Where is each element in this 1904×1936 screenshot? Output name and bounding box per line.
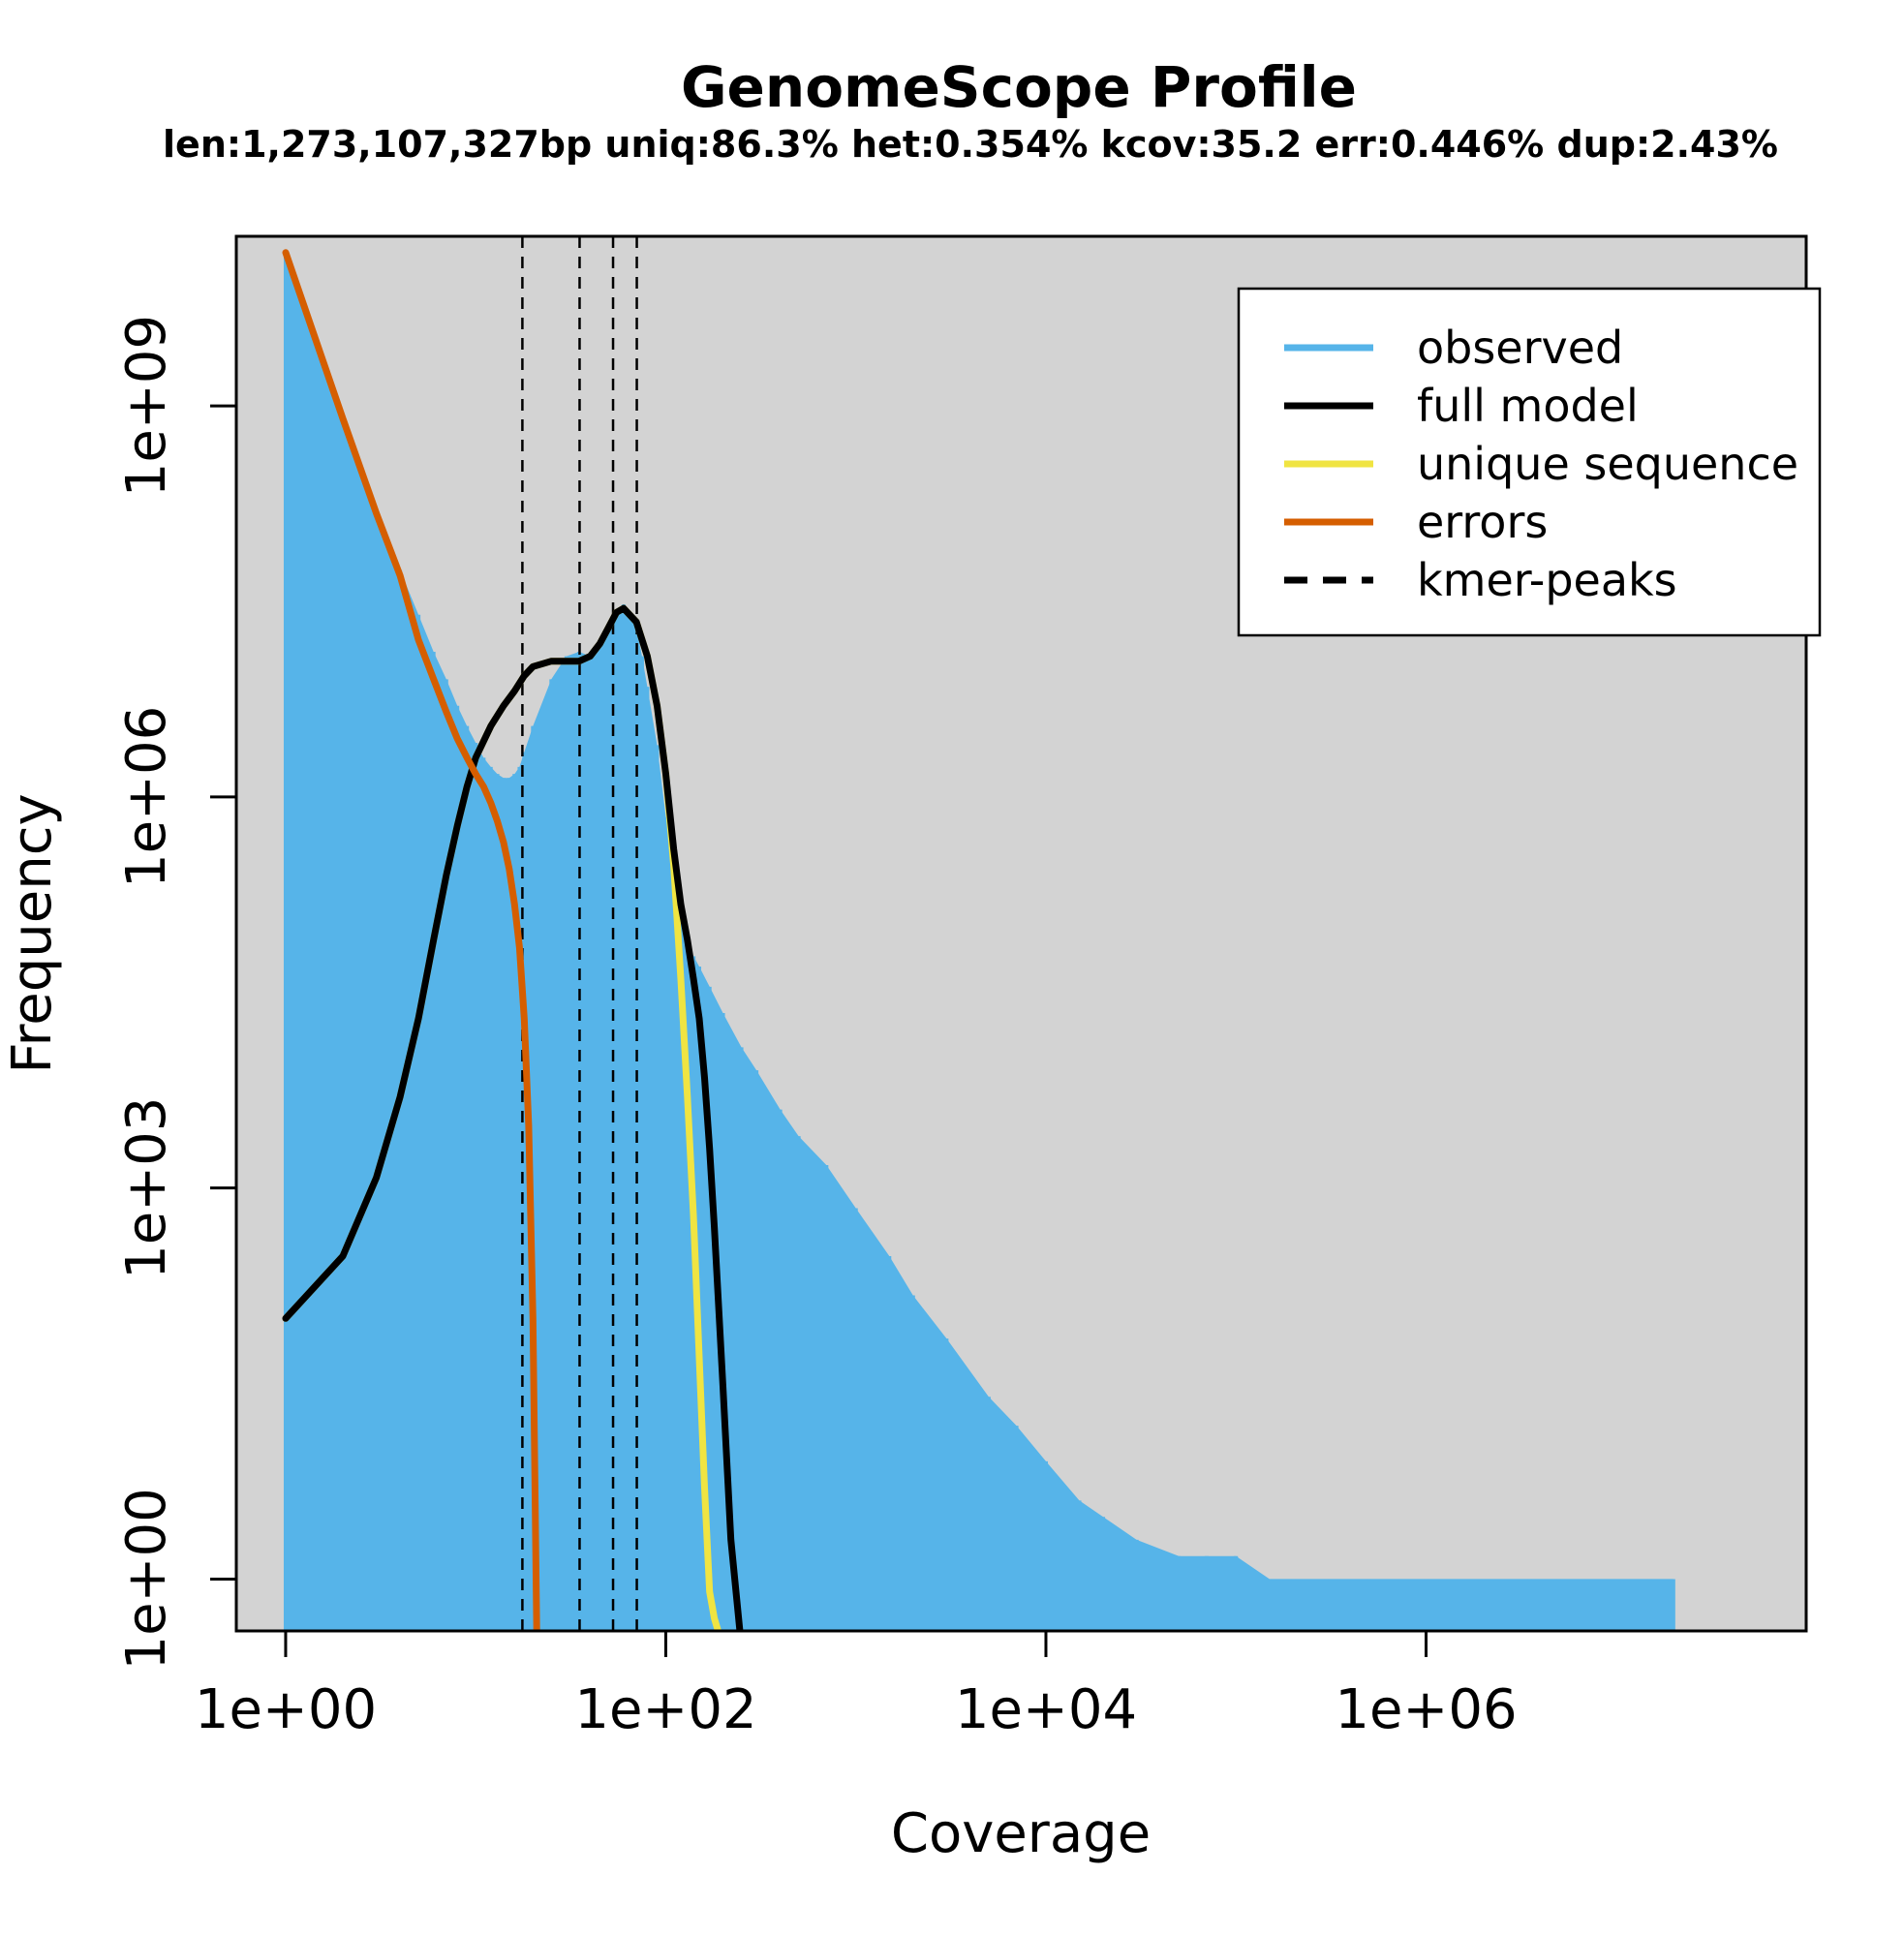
observed-area	[286, 252, 1674, 1631]
full-model-line	[282, 604, 744, 1631]
errors-line	[282, 249, 540, 1631]
chart-subtitle: len:1,273,107,327bp uniq:86.3% het:0.354…	[163, 123, 1778, 166]
y-tick-label: 1e+06	[115, 706, 178, 888]
y-tick-label: 1e+09	[115, 315, 178, 497]
y-axis-label: Frequency	[1, 793, 64, 1073]
kmer-peak-lines	[521, 236, 638, 1631]
y-axis: 1e+00 1e+03 1e+06 1e+09	[115, 315, 236, 1671]
legend-label: unique sequence	[1417, 438, 1798, 490]
legend-label: observed	[1417, 322, 1623, 374]
plot-area	[282, 236, 1675, 1631]
legend-label: errors	[1417, 496, 1548, 548]
x-axis: 1e+00 1e+02 1e+04 1e+06	[195, 1629, 1518, 1741]
y-tick-label: 1e+00	[115, 1488, 178, 1670]
legend-label: kmer-peaks	[1417, 554, 1677, 606]
legend: observed full model unique sequence errors k…	[1237, 287, 1822, 637]
x-tick-label: 1e+02	[574, 1678, 756, 1741]
chart-title: GenomeScope Profile	[681, 54, 1357, 120]
x-tick-label: 1e+04	[955, 1678, 1137, 1741]
y-tick-label: 1e+03	[115, 1097, 178, 1279]
x-tick-label: 1e+06	[1335, 1678, 1517, 1741]
legend-label: full model	[1417, 380, 1639, 432]
x-axis-label: Coverage	[891, 1802, 1151, 1865]
x-tick-label: 1e+00	[195, 1678, 377, 1741]
